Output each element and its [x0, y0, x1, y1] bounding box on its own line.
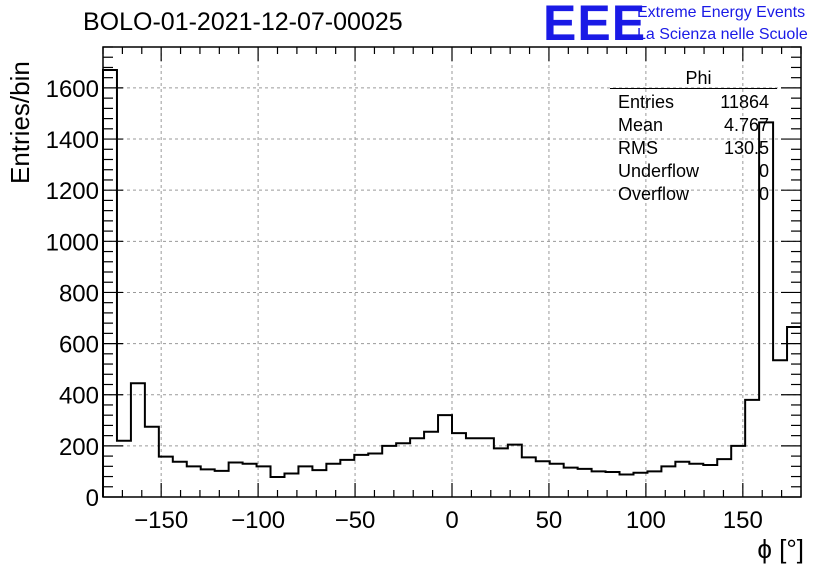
- chart-title: BOLO-01-2021-12-07-00025: [83, 8, 403, 36]
- x-tick-label: 0: [445, 507, 458, 534]
- histogram-series: [102, 69, 801, 497]
- x-tick-label: 50: [536, 507, 563, 534]
- stats-value: 0: [758, 161, 769, 181]
- eee-logo: EEE: [543, 0, 647, 51]
- tick-labels: −150 −100 −50 0 50 100 150 0 200 400 600 800 1000 120…: [46, 76, 763, 534]
- y-tick-label: 600: [59, 332, 99, 359]
- stats-box: Phi Entries 11864 Mean 4.767 RMS 130.5 U…: [610, 68, 777, 206]
- y-tick-label: 1400: [46, 127, 99, 154]
- stats-value: 0: [758, 184, 769, 204]
- y-tick-label: 200: [59, 434, 99, 461]
- grid-lines: [103, 47, 801, 497]
- x-tick-label: −150: [134, 507, 188, 534]
- y-tick-label: 1000: [46, 229, 99, 256]
- stats-key: Mean: [618, 115, 664, 135]
- stats-row-mean: Mean 4.767: [610, 114, 777, 137]
- y-tick-label: 1600: [46, 76, 99, 103]
- stats-value: 4.767: [723, 115, 769, 135]
- stats-row-underflow: Underflow 0: [610, 160, 777, 183]
- stats-value: 11864: [720, 92, 769, 112]
- x-tick-label: −100: [231, 507, 285, 534]
- x-tick-label: −50: [335, 507, 376, 534]
- logo-line-1: Extreme Energy Events: [637, 4, 806, 21]
- x-tick-label: 150: [723, 507, 763, 534]
- stats-key: Underflow: [618, 161, 700, 181]
- y-tick-label: 400: [59, 383, 99, 410]
- stats-key: Entries: [618, 92, 675, 112]
- stats-key: RMS: [618, 138, 658, 158]
- x-axis-label: ϕ [°]: [757, 534, 804, 564]
- x-tick-label: 100: [626, 507, 666, 534]
- stats-value: 130.5: [723, 138, 769, 158]
- stats-divider: [610, 88, 777, 89]
- y-axis-label: Entries/bin: [5, 61, 35, 184]
- y-tick-label: 800: [59, 280, 99, 307]
- logo-line-2: La Scienza nelle Scuole: [637, 26, 808, 43]
- axis-ticks: [102, 46, 802, 498]
- stats-row-rms: RMS 130.5: [610, 137, 777, 160]
- y-tick-label: 0: [86, 485, 99, 512]
- y-tick-label: 1200: [46, 178, 99, 205]
- stats-key: Overflow: [618, 184, 690, 204]
- stats-row-overflow: Overflow 0: [610, 183, 777, 206]
- stats-row-entries: Entries 11864: [610, 91, 777, 114]
- stats-name: Phi: [685, 68, 712, 88]
